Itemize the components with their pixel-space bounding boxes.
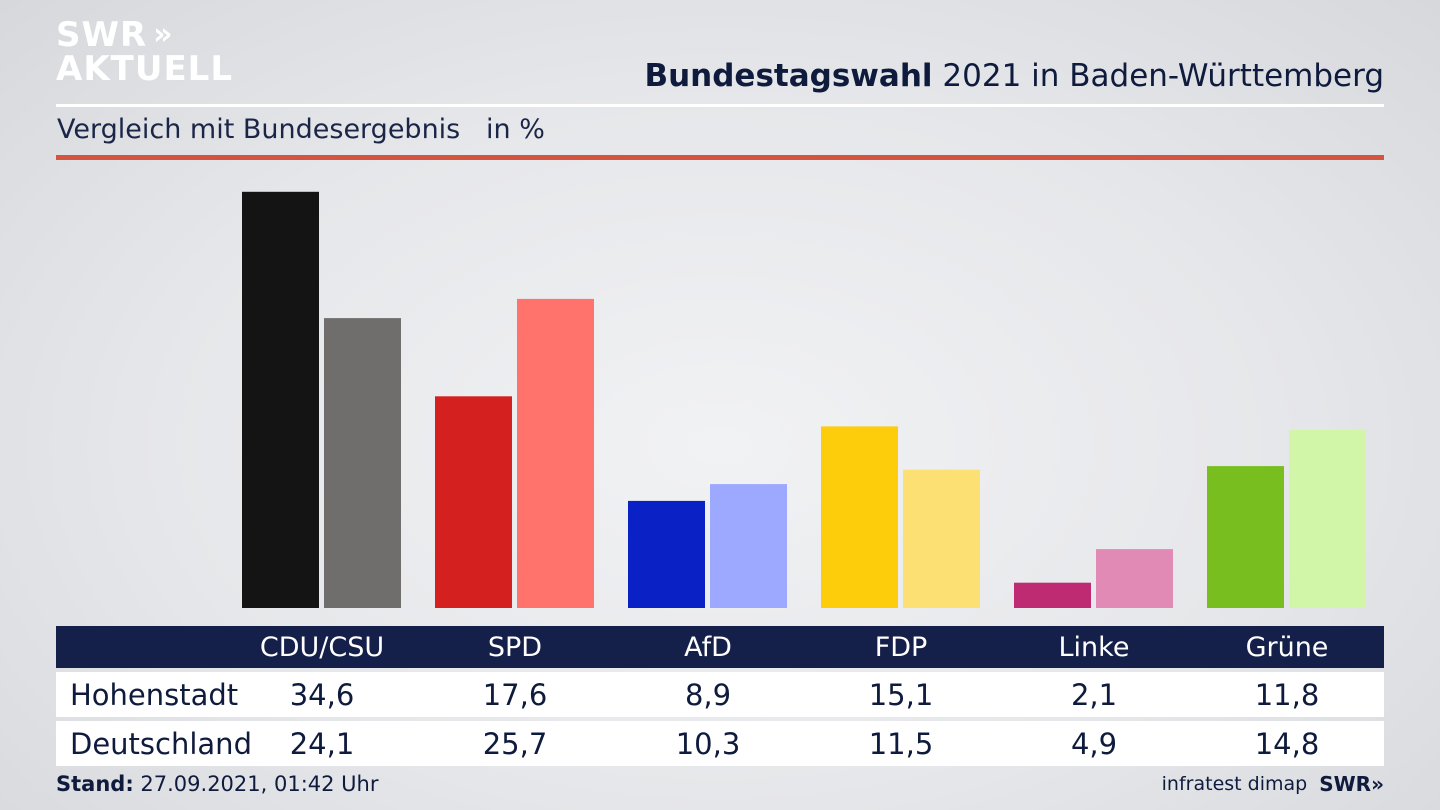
column-header: SPD [487,631,543,663]
title-rest: 2021 in Baden-Württemberg [932,58,1384,94]
column-header: Grüne [1245,631,1329,663]
results-table: CDU/CSU SPD AfD FDP Linke Grüne Hohenstadt 34… [56,626,1384,766]
bar-gr-ne-hohenstadt [1207,466,1284,608]
table-row-hohenstadt: Hohenstadt 34,6 17,6 8,9 15,1 2,1 11,8 [56,672,1384,717]
source-credit: infratest dimap SWR» [1162,772,1384,796]
footer-brand: SWR [1319,772,1372,796]
accent-rule [56,155,1384,160]
bar-gr-ne-deutschland [1289,430,1366,608]
bar-afd-hohenstadt [628,500,705,608]
header-divider [56,104,1384,107]
bar-chart [242,191,1366,609]
footer-brand-chevrons: » [1371,772,1384,796]
table-cell: 2,1 [1070,677,1118,712]
table-cell: 4,9 [1070,726,1118,761]
bar-fdp-deutschland [903,469,980,608]
row-label: Hohenstadt [70,677,239,712]
column-header: FDP [874,631,928,663]
bar-cdu-csu-hohenstadt [242,191,319,609]
bar-afd-deutschland [710,484,787,608]
table-cell: 15,1 [868,677,934,712]
column-header: Linke [1058,631,1130,663]
source-label: infratest dimap [1161,773,1308,795]
chart-subtitle: Vergleich mit Bundesergebnis in % [57,114,545,145]
table-header: CDU/CSU SPD AfD FDP Linke Grüne [56,626,1384,668]
row-label: Deutschland [70,726,252,761]
bar-cdu-csu-deutschland [324,318,401,608]
stand-value: 27.09.2021, 01:42 Uhr [133,772,379,796]
swr-aktuell-logo: SWR» AKTUELL [56,15,234,89]
table-cell: 14,8 [1254,726,1320,761]
swr-footer-logo: SWR» [1319,772,1384,796]
column-header: AfD [684,631,732,663]
table-cell: 10,3 [675,726,741,761]
bar-spd-hohenstadt [435,396,512,608]
bar-linke-deutschland [1096,549,1173,608]
bar-fdp-hohenstadt [821,426,898,608]
table-row-deutschland: Deutschland 24,1 25,7 10,3 11,5 4,9 14,8 [56,721,1384,766]
table-cell: 11,8 [1254,677,1320,712]
logo-line1: SWR [56,15,148,55]
logo-line2: AKTUELL [56,49,234,89]
timestamp: Stand: 27.09.2021, 01:42 Uhr [56,772,379,796]
table-cell: 25,7 [482,726,548,761]
column-header: CDU/CSU [259,631,385,663]
table-cell: 11,5 [868,726,934,761]
table-cell: 24,1 [289,726,355,761]
page-title: Bundestagswahl 2021 in Baden-Württemberg [644,58,1384,94]
table-cell: 8,9 [684,677,732,712]
table-cell: 34,6 [289,677,355,712]
title-bold: Bundestagswahl [644,58,933,94]
table-cell: 17,6 [482,677,548,712]
bar-spd-deutschland [517,298,594,608]
stand-label: Stand: [56,772,134,796]
bar-linke-hohenstadt [1014,582,1091,608]
